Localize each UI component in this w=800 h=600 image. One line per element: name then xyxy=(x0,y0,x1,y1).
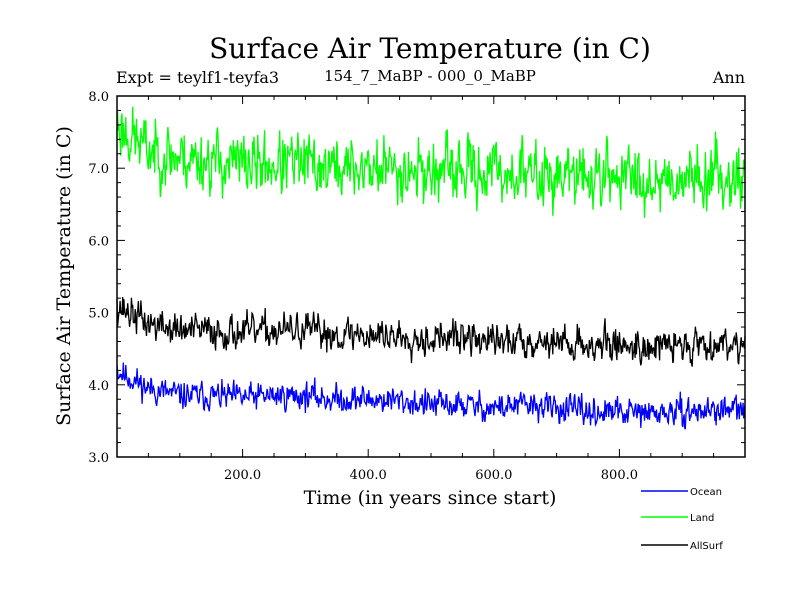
legend-label-ocean: Ocean xyxy=(690,487,722,498)
series-line-ocean xyxy=(116,362,746,430)
axes-layer: 200.0 400.0 600.0 800.0 3.0 4.0 5.0 6.0 7.0 8.0 xyxy=(88,90,746,483)
chart-title: Surface Air Temperature (in C) xyxy=(209,32,651,65)
y-tick-label: 3.0 xyxy=(88,451,109,466)
x-tick-label: 800.0 xyxy=(601,468,638,483)
x-tick-label: 600.0 xyxy=(475,468,512,483)
legend-label-land: Land xyxy=(690,513,714,524)
y-tick-label: 5.0 xyxy=(88,307,109,322)
series-line-allsurf xyxy=(116,296,746,367)
y-tick-label: 4.0 xyxy=(88,379,109,394)
x-tick-label: 400.0 xyxy=(350,468,387,483)
y-axis-label: Surface Air Temperature (in C) xyxy=(53,126,75,426)
series-layer xyxy=(116,106,746,430)
chart-subtitle-center: 154_7_MaBP - 000_0_MaBP xyxy=(324,67,536,85)
y-tick-label: 7.0 xyxy=(88,162,109,177)
y-tick-label: 6.0 xyxy=(88,234,109,249)
legend-label-allsurf: AllSurf xyxy=(690,541,723,552)
y-tick-label: 8.0 xyxy=(88,90,109,105)
x-axis-label: Time (in years since start) xyxy=(304,487,557,509)
chart-subtitle-right: Ann xyxy=(712,68,745,87)
legend: Ocean Land AllSurf xyxy=(641,487,723,552)
x-tick-label: 200.0 xyxy=(224,468,261,483)
chart-subtitle-left: Expt = teylf1-teyfa3 xyxy=(116,68,279,87)
series-line-land xyxy=(116,106,746,218)
